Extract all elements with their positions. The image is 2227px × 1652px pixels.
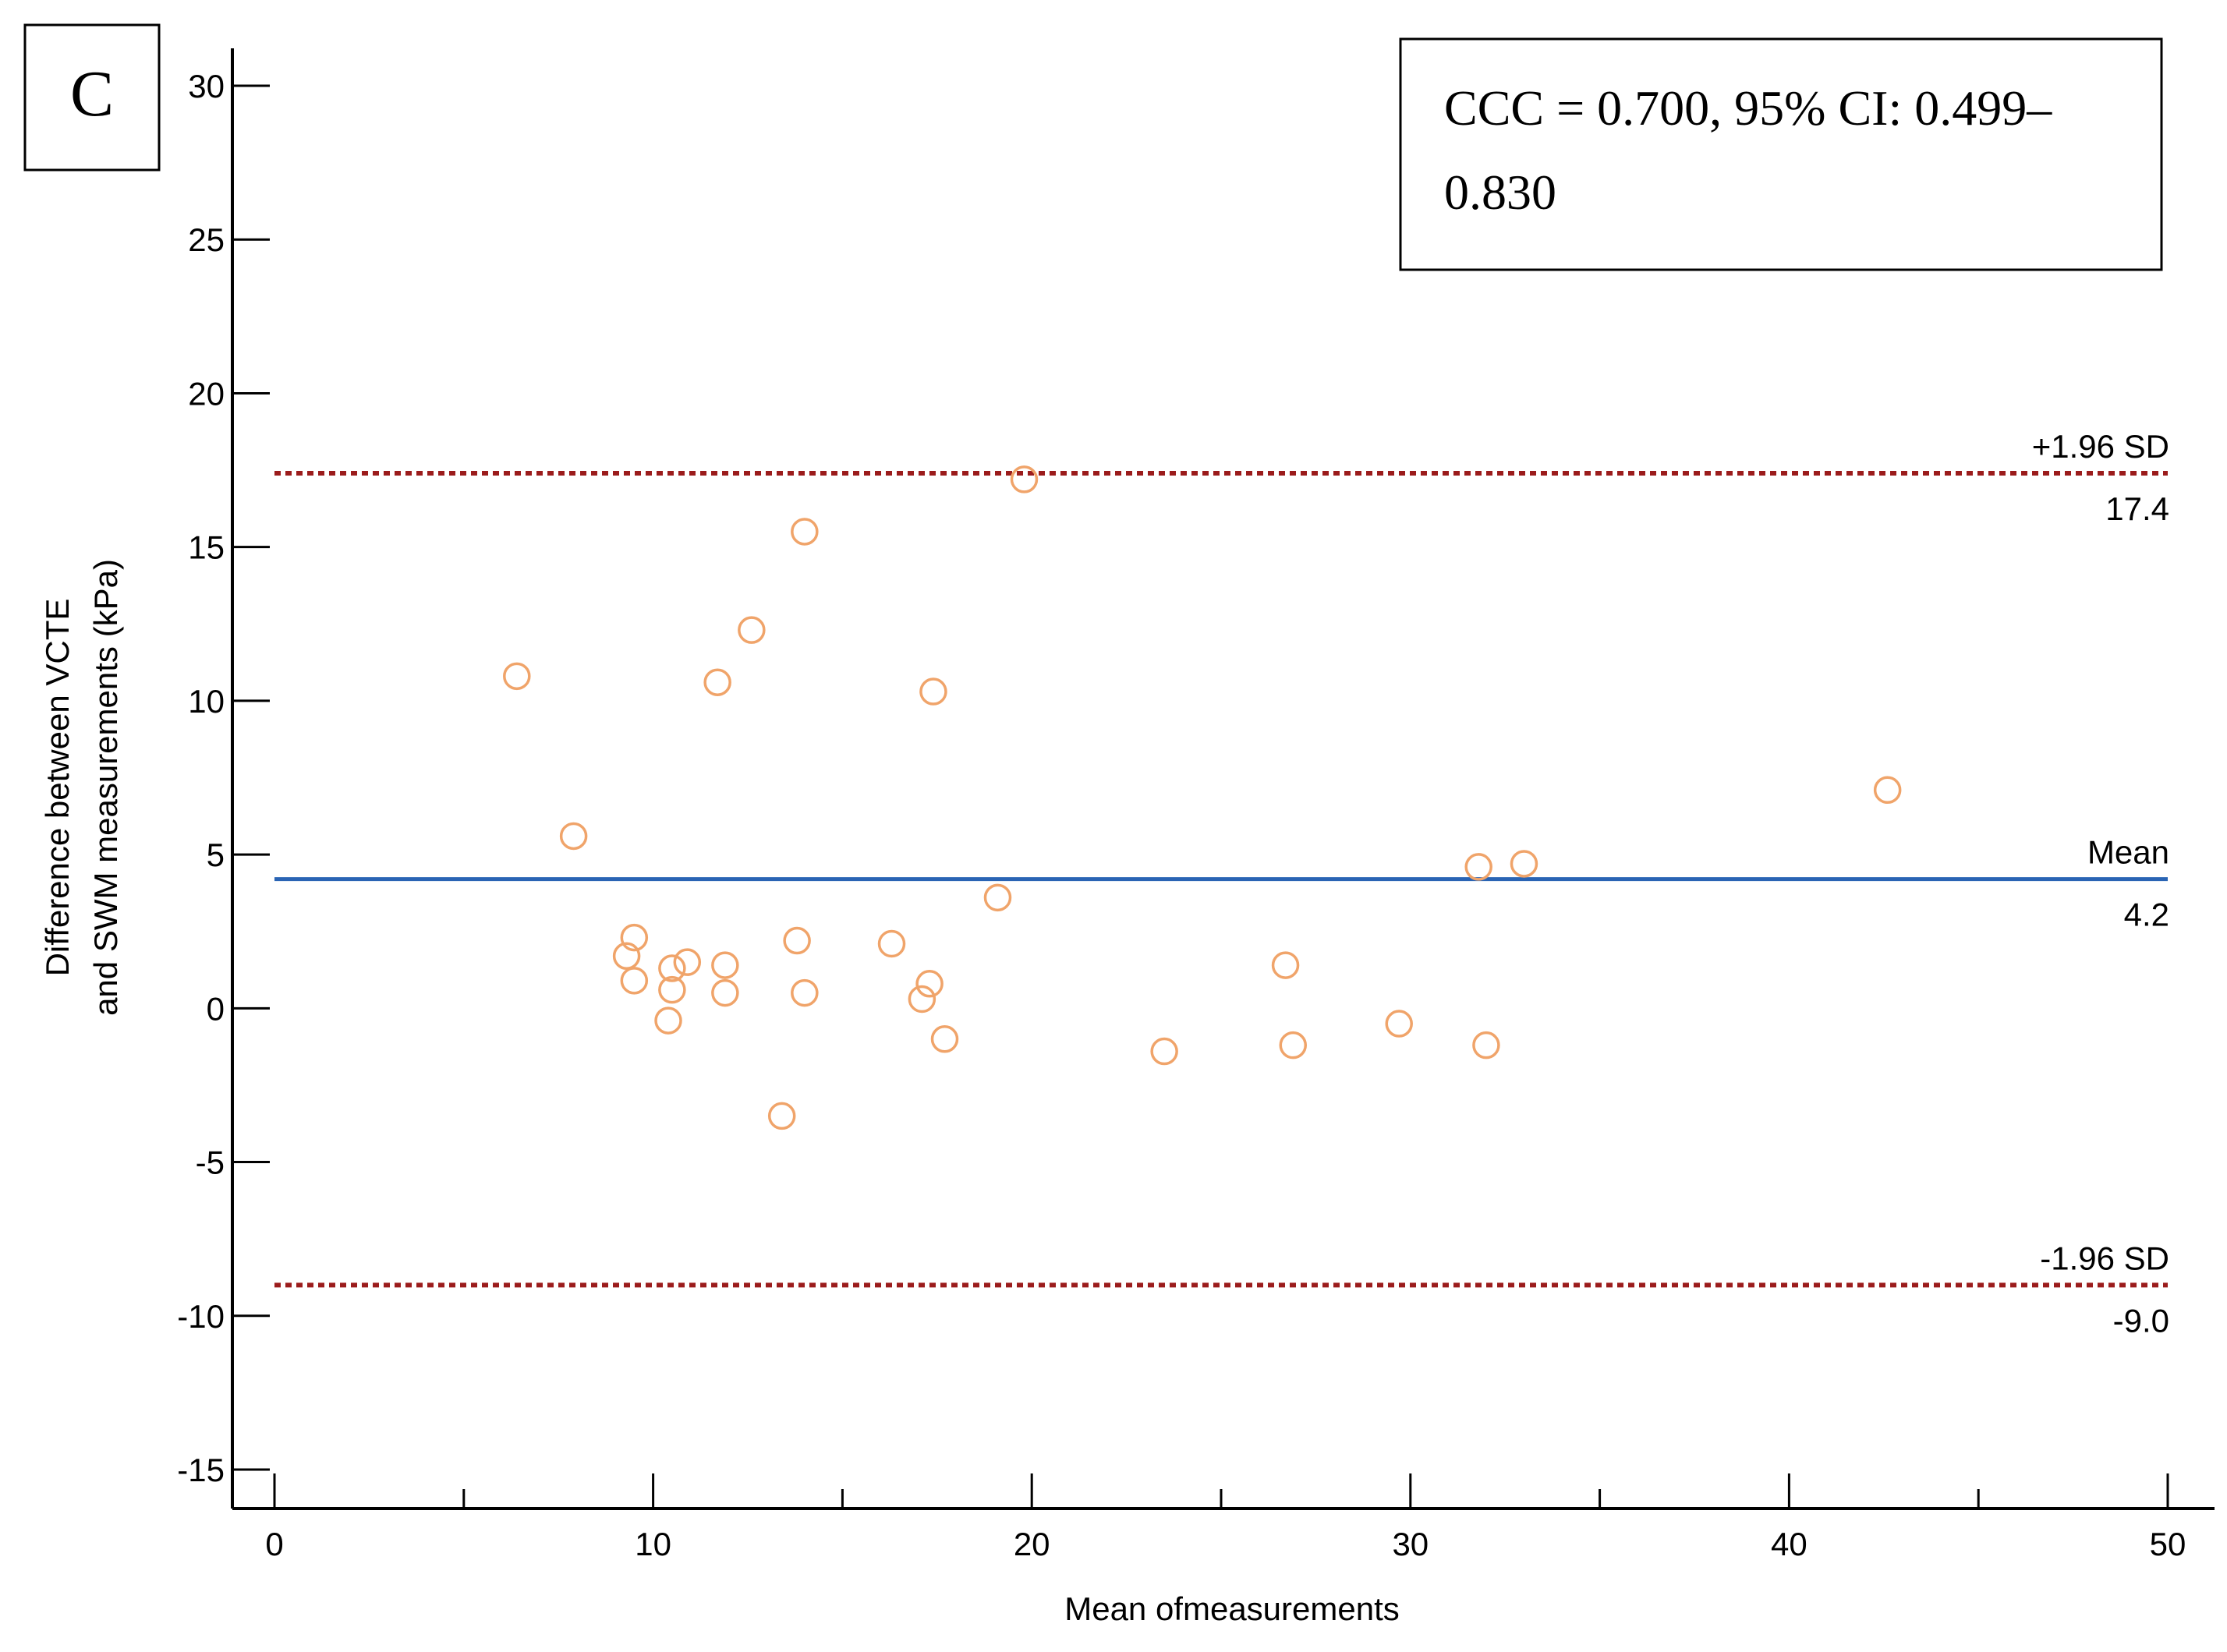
y-tick-label: 30: [188, 68, 225, 104]
x-axis-label: Mean ofmeasurements: [1064, 1590, 1400, 1627]
data-point: [915, 970, 944, 998]
x-tick-label: 50: [2150, 1526, 2186, 1562]
data-point: [930, 1025, 959, 1053]
data-point: [703, 668, 731, 696]
data-point: [503, 662, 531, 691]
data-point: [1510, 850, 1538, 878]
y-ticks: -15 -10 -5 0 5 10 15 20 25 30: [177, 68, 270, 1488]
y-tick-label: 15: [188, 529, 225, 566]
annotation-line-1: CCC = 0.700, 95% CI: 0.499–: [1444, 80, 2052, 136]
data-point: [983, 883, 1012, 912]
y-tick-label: 25: [188, 221, 225, 258]
data-point: [1464, 853, 1492, 881]
lower-loa-label: -1.96 SD: [2040, 1240, 2169, 1276]
data-point: [1873, 776, 1902, 805]
y-tick-label: -15: [177, 1452, 225, 1488]
data-point: [791, 978, 819, 1007]
x-tick-label: 0: [265, 1526, 283, 1562]
data-point: [711, 978, 739, 1007]
data-points: [503, 465, 1902, 1130]
data-point: [1472, 1031, 1500, 1059]
data-point: [767, 1102, 796, 1130]
data-point: [658, 975, 686, 1004]
data-point: [783, 926, 811, 955]
data-point: [620, 967, 649, 995]
upper-loa-label: +1.96 SD: [2032, 428, 2169, 465]
mean-label: Mean: [2087, 834, 2169, 871]
mean-value: 4.2: [2124, 897, 2169, 933]
y-tick-label: 20: [188, 375, 225, 412]
data-point: [612, 942, 641, 971]
data-point: [877, 929, 906, 958]
y-tick-label: 5: [207, 837, 225, 873]
x-tick-label: 30: [1392, 1526, 1429, 1562]
lower-loa-value: -9.0: [2113, 1302, 2169, 1339]
data-point: [1279, 1031, 1308, 1059]
y-tick-label: 0: [207, 990, 225, 1027]
data-point: [1010, 465, 1039, 493]
data-point: [658, 954, 686, 982]
x-ticks: 0 10 20 30 40 50: [265, 1473, 2186, 1562]
panel-label: C: [70, 58, 114, 130]
data-point: [791, 518, 819, 546]
annotation-box: [1399, 37, 2163, 271]
x-tick-label: 40: [1771, 1526, 1807, 1562]
panel-label-box: [23, 23, 161, 172]
data-point: [673, 948, 702, 976]
y-axis-label-line-2: and SWM measurements (kPa): [87, 559, 124, 1016]
data-point: [1271, 951, 1300, 979]
data-point: [908, 985, 936, 1013]
data-point: [711, 951, 739, 979]
upper-loa-value: 17.4: [2105, 490, 2169, 527]
data-point: [559, 822, 588, 851]
y-tick-label: -5: [196, 1144, 225, 1181]
data-point: [654, 1006, 682, 1035]
x-tick-label: 10: [635, 1526, 671, 1562]
data-point: [1150, 1037, 1178, 1066]
x-tick-label: 20: [1014, 1526, 1050, 1562]
y-tick-label: -10: [177, 1298, 225, 1335]
y-tick-label: 10: [188, 683, 225, 720]
y-axis-label-line-1: Difference between VCTE: [39, 599, 76, 977]
data-point: [919, 677, 947, 706]
annotation-line-2: 0.830: [1444, 164, 1556, 220]
data-point: [738, 616, 766, 644]
data-point: [1385, 1010, 1413, 1038]
data-point: [620, 923, 649, 952]
